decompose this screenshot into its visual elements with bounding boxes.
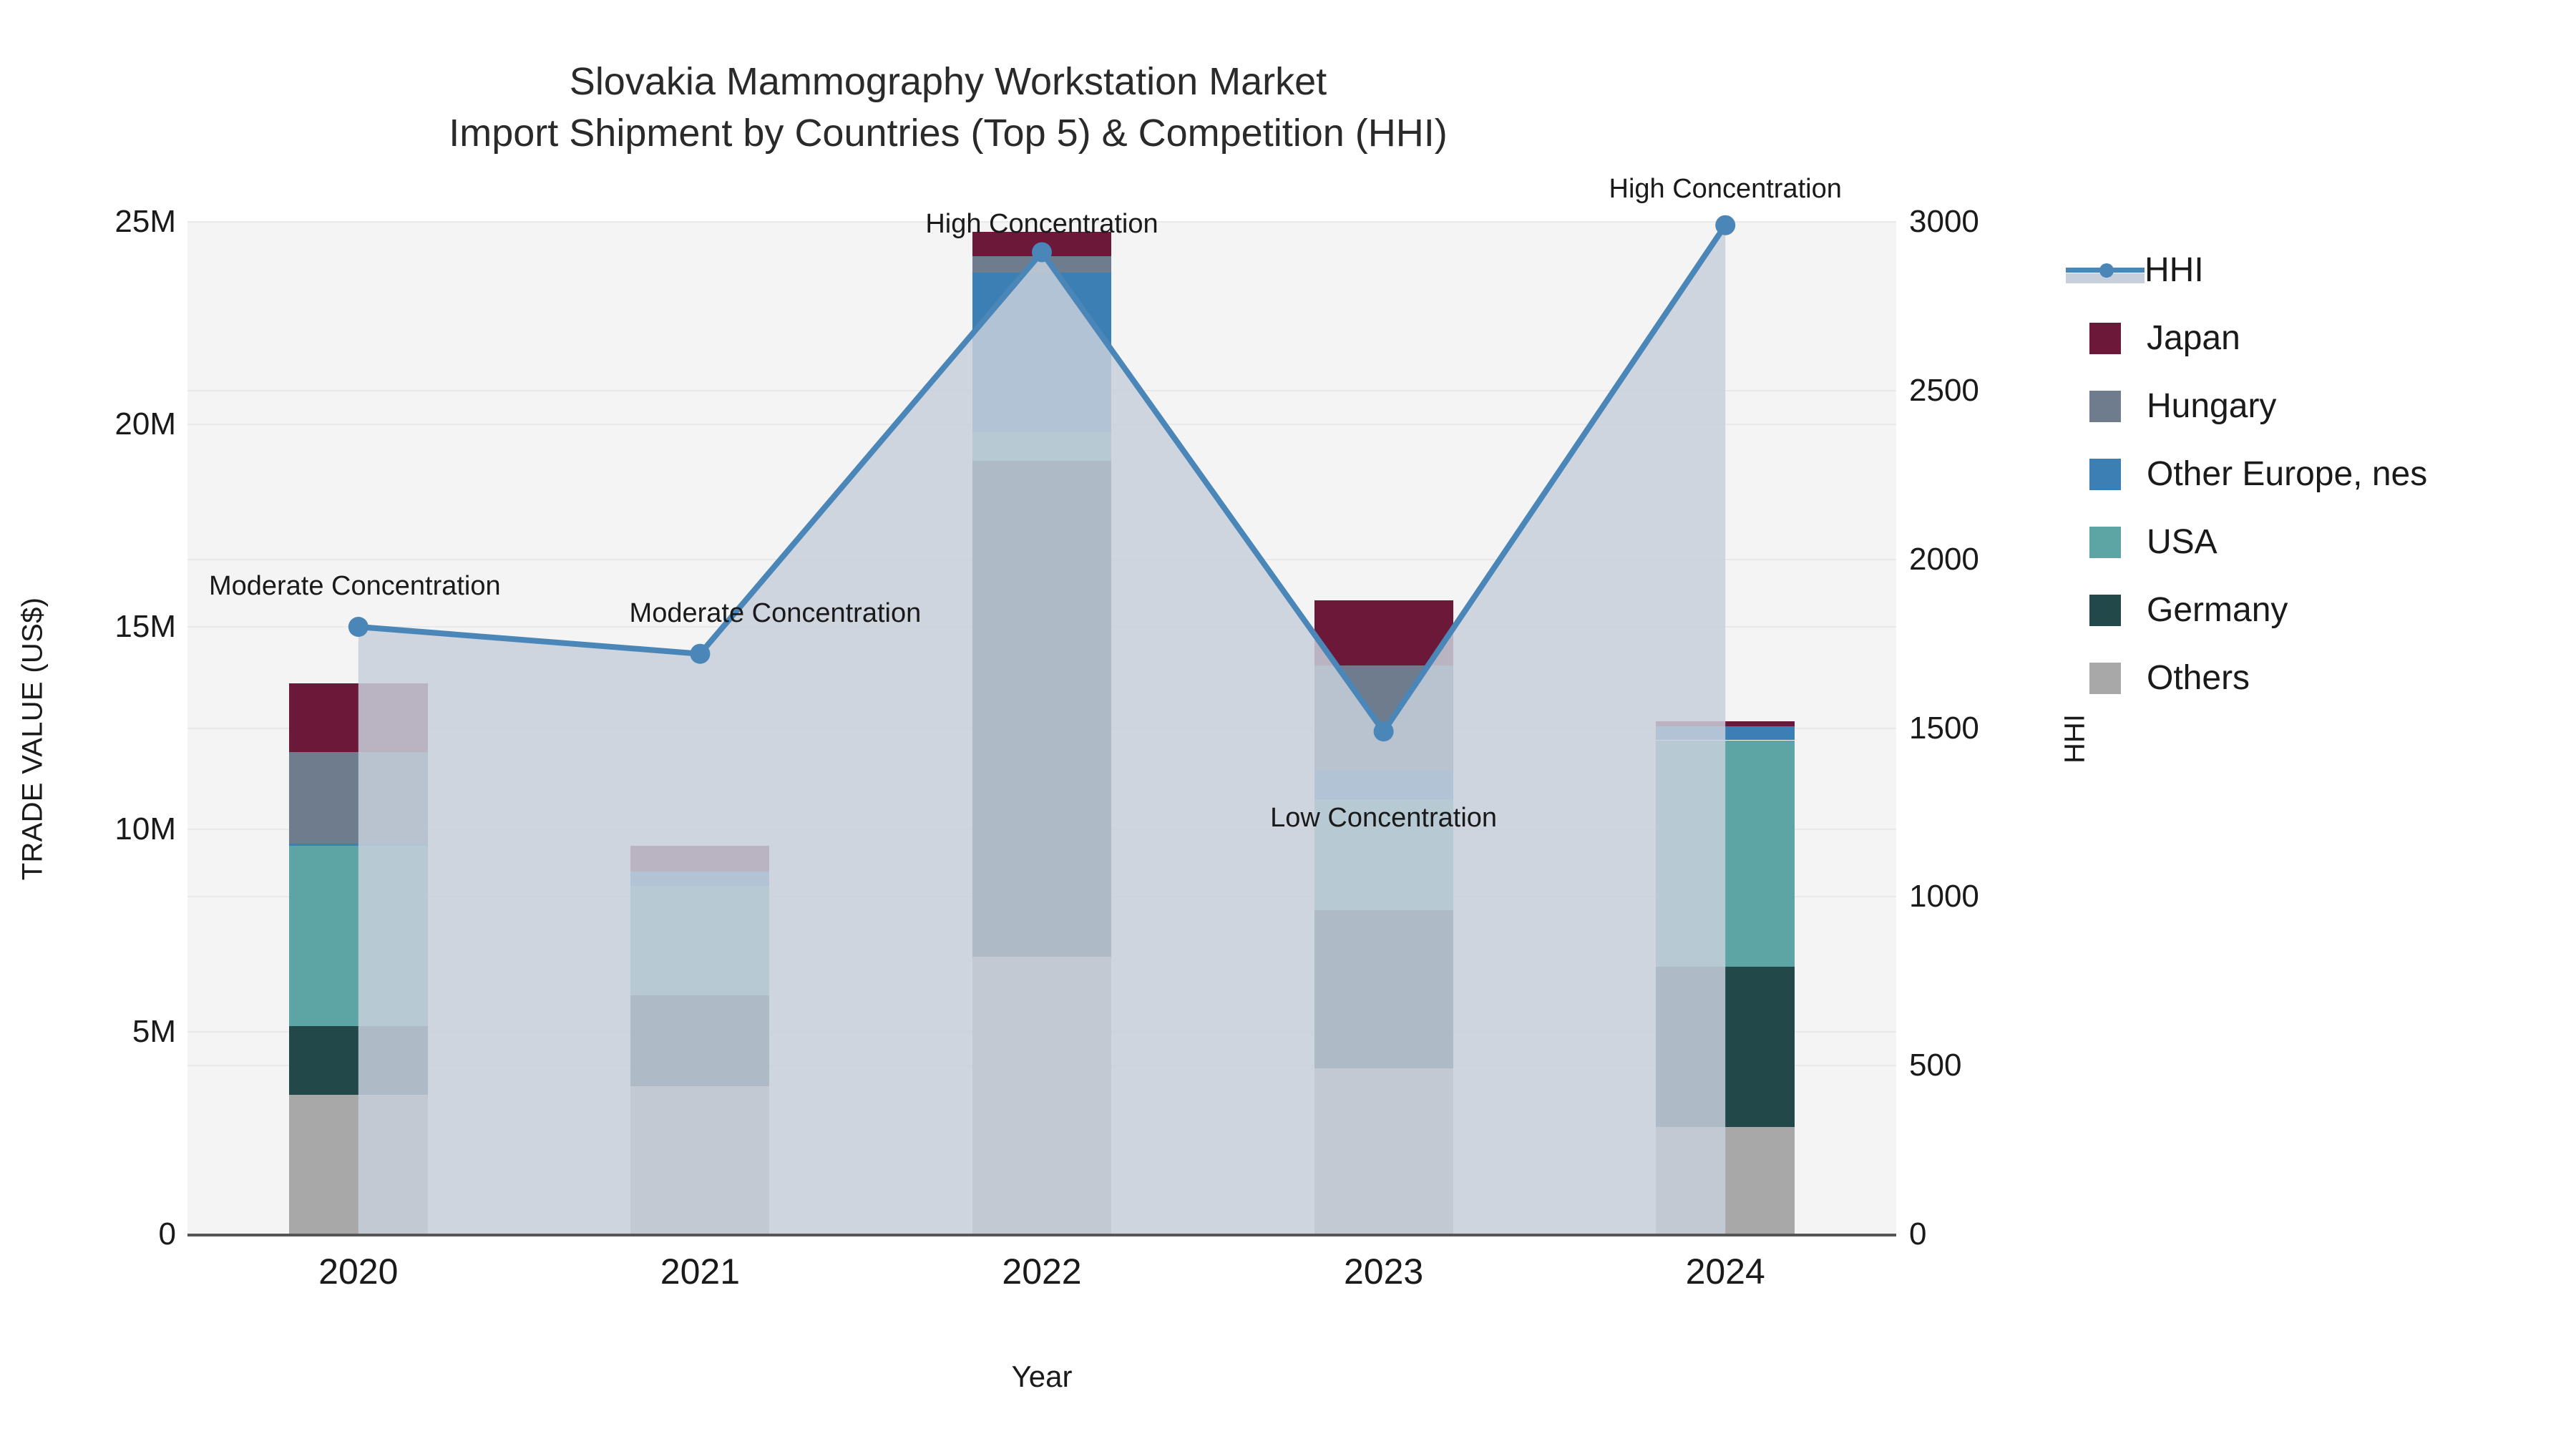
y-tick-left-10M: 10M xyxy=(114,811,176,847)
annotation-2020: Moderate Concentration xyxy=(208,571,501,601)
y-tick-right-2500: 2500 xyxy=(1909,372,1979,408)
legend-swatch-icon xyxy=(2089,526,2121,558)
legend-label: Germany xyxy=(2147,591,2288,629)
legend-label: USA xyxy=(2147,523,2218,561)
hhi-area xyxy=(358,225,1726,1234)
y-tick-left-25M: 25M xyxy=(114,204,176,239)
legend-swatch-icon xyxy=(2089,390,2121,422)
legend-line-key-icon xyxy=(2066,255,2145,286)
y-tick-right-0: 0 xyxy=(1909,1216,1927,1252)
legend-item-usa[interactable]: USA xyxy=(2089,508,2562,576)
hhi-series xyxy=(348,215,1736,1234)
chart-legend: HHI Japan Hungary Other Europe, nes USA Germa… xyxy=(2066,236,2562,712)
annotation-2021: Moderate Concentration xyxy=(629,597,922,628)
x-tick-2023: 2023 xyxy=(1343,1252,1424,1292)
y-tick-left-0: 0 xyxy=(158,1216,176,1252)
y-tick-right-3000: 3000 xyxy=(1909,204,1979,239)
legend-swatch-icon xyxy=(2089,322,2121,354)
x-tick-2021: 2021 xyxy=(660,1252,741,1292)
legend-swatch-icon xyxy=(2089,594,2121,626)
y-tick-right-1000: 1000 xyxy=(1909,879,1979,914)
y-tick-right-500: 500 xyxy=(1909,1048,1962,1083)
plot-area xyxy=(187,215,1896,1235)
legend-swatch-icon xyxy=(2089,662,2121,694)
y-axis-left-ticks: 0 5M 10M 15M 20M 25M xyxy=(0,0,176,1449)
annotation-2024: High Concentration xyxy=(1609,173,1842,204)
legend-label: Other Europe, nes xyxy=(2147,455,2428,493)
legend-label: HHI xyxy=(2145,251,2204,289)
y-tick-left-20M: 20M xyxy=(114,406,176,441)
legend-label: Hungary xyxy=(2147,387,2277,425)
y-axis-left-label: TRADE VALUE (US$) xyxy=(16,597,49,881)
bar-segment-2020-other-europe-nes[interactable] xyxy=(288,843,428,846)
chart-title: Slovakia Mammography Workstation Market … xyxy=(0,56,1896,160)
hhi-marker-2024[interactable] xyxy=(1715,215,1736,235)
x-axis-line xyxy=(187,1234,1896,1236)
gridline-right-3000 xyxy=(187,221,1896,223)
y-tick-right-2000: 2000 xyxy=(1909,541,1979,577)
hhi-marker-2020[interactable] xyxy=(348,617,369,637)
y-axis-right-ticks: 0 500 1000 1500 2000 2500 3000 xyxy=(1909,0,2095,1449)
x-tick-2022: 2022 xyxy=(1002,1252,1082,1292)
hhi-marker-2023[interactable] xyxy=(1373,721,1394,742)
y-tick-right-1500: 1500 xyxy=(1909,710,1979,746)
annotation-2023: Low Concentration xyxy=(1270,803,1498,834)
x-axis-label: Year xyxy=(1011,1360,1073,1393)
hhi-marker-2021[interactable] xyxy=(690,643,711,664)
legend-item-others[interactable]: Others xyxy=(2089,644,2562,712)
legend-label: Japan xyxy=(2147,319,2240,357)
x-tick-2020: 2020 xyxy=(318,1252,399,1292)
y-tick-left-15M: 15M xyxy=(114,609,176,644)
annotation-2022: High Concentration xyxy=(925,209,1158,240)
title-line-2: Import Shipment by Countries (Top 5) & C… xyxy=(449,112,1448,155)
y-tick-left-5M: 5M xyxy=(132,1014,176,1049)
legend-item-hhi[interactable]: HHI xyxy=(2066,236,2562,304)
legend-item-hungary[interactable]: Hungary xyxy=(2089,372,2562,440)
bar-segment-2023-japan[interactable] xyxy=(1314,600,1453,665)
hhi-marker-2022[interactable] xyxy=(1032,242,1052,263)
legend-swatch-icon xyxy=(2089,458,2121,490)
legend-item-japan[interactable]: Japan xyxy=(2089,304,2562,372)
title-line-1: Slovakia Mammography Workstation Market xyxy=(569,60,1327,103)
legend-label: Others xyxy=(2147,659,2250,697)
y-axis-right-label: HHI xyxy=(2059,714,2091,763)
legend-item-germany[interactable]: Germany xyxy=(2089,576,2562,644)
x-tick-2024: 2024 xyxy=(1685,1252,1765,1292)
legend-item-other-europe-nes[interactable]: Other Europe, nes xyxy=(2089,440,2562,508)
